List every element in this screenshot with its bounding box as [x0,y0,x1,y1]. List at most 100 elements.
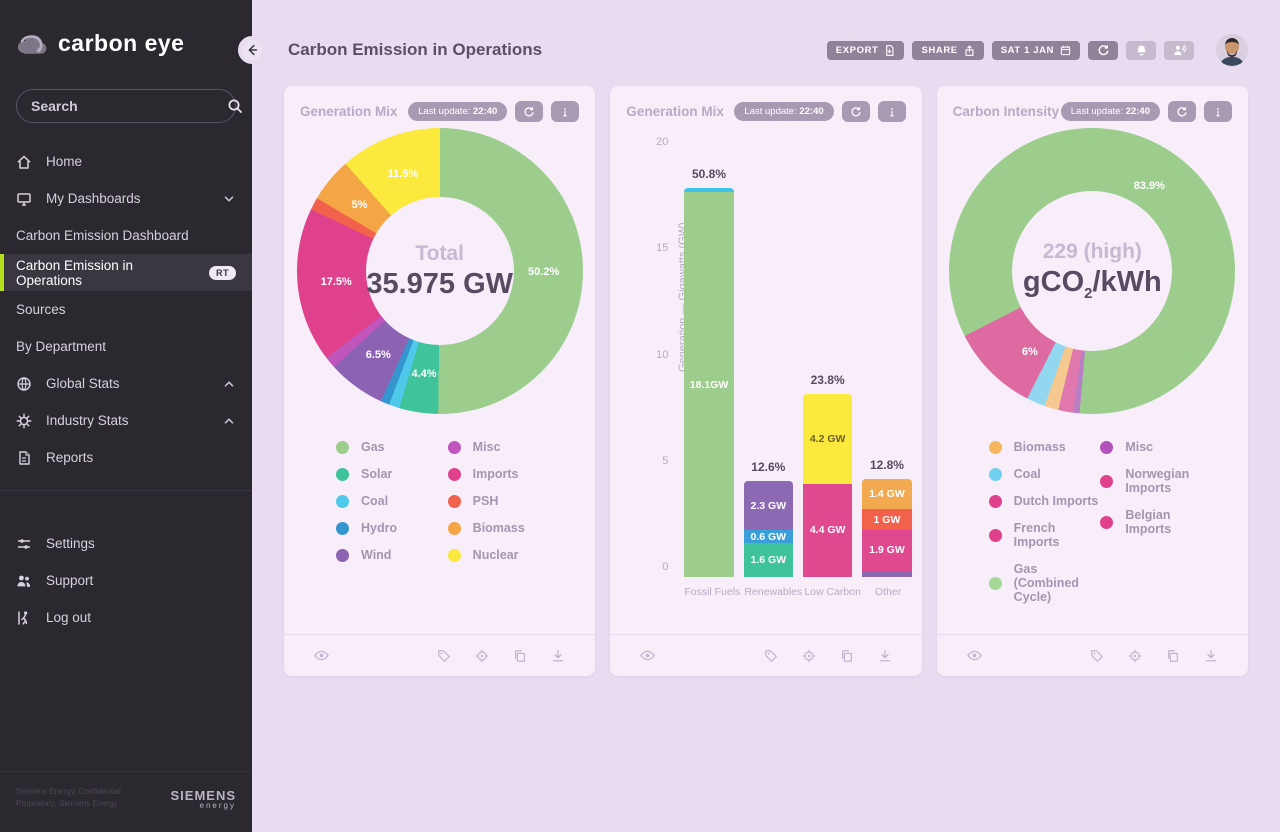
legend-item-hydro[interactable]: Hydro [336,521,448,535]
legend-item-wind[interactable]: Wind [336,548,448,562]
card-header: Generation Mix Last update: 22:40 [610,86,921,122]
legend-item-biomass[interactable]: Biomass [447,521,560,535]
legend-item-biomass[interactable]: Biomass [988,440,1101,454]
sidebar-item-label: Industry Stats [46,413,129,428]
target-icon[interactable] [802,649,816,663]
card-title: Carbon Intensity [952,104,1060,119]
bar-low-carbon[interactable]: 4.4 GW 4.2 GW 23.8% [802,142,853,577]
card-refresh-button[interactable] [841,101,870,122]
tag-icon[interactable] [1090,649,1104,663]
y-tick: 15 [656,242,669,255]
date-label: SAT 1 JAN [1000,44,1054,56]
monitor-icon [16,191,32,207]
legend-item-psh[interactable]: PSH [447,494,560,508]
legend-item-gas-combined-cycle[interactable]: Gas (Combined Cycle) [988,562,1101,604]
sidebar-collapse-button[interactable] [238,36,266,64]
card-title: Generation Mix [626,104,724,119]
bar-other[interactable]: 1.9 GW 1 GW 1.4 GW 12.8% [862,142,912,577]
bar-segment-wind: 2.3 GW [743,481,793,531]
sidebar-item-by-department[interactable]: By Department [0,328,252,365]
legend-item-nuclear[interactable]: Nuclear [447,548,560,562]
bar-renewables[interactable]: 1.6 GW 0.6 GW 2.3 GW 12.6% [743,142,793,577]
legend-label: Hydro [361,521,398,535]
copy-icon[interactable] [513,649,527,663]
legend-label: Biomass [1013,440,1066,454]
voice-assistant-button[interactable] [1164,40,1194,60]
legend-item-coal[interactable]: Coal [336,494,448,508]
notifications-button[interactable] [1126,40,1156,60]
bar-fossil-fuels[interactable]: 18.1GW 50.8% [684,142,734,577]
search-box[interactable] [16,89,242,123]
sidebar-item-my-dashboards[interactable]: My Dashboards [0,180,252,217]
share-button[interactable]: SHARE [912,40,984,60]
sidebar-item-settings[interactable]: Settings [0,525,252,562]
target-icon[interactable] [475,649,489,663]
legend-item-norwegian-imports[interactable]: Norwegian Imports [1100,467,1212,495]
eye-icon[interactable] [314,648,329,663]
sidebar-item-support[interactable]: Support [0,562,252,599]
sidebar-bottom-nav: Settings Support Log out [0,525,252,636]
sidebar-item-home[interactable]: Home [0,143,252,180]
user-sound-icon [1173,44,1186,57]
eye-icon[interactable] [640,648,656,663]
card-title: Generation Mix [300,104,398,119]
card-info-button[interactable] [1204,101,1232,122]
sidebar: carbon eye Home My Dashboards Carbon Emiss… [0,0,266,832]
legend-label: Misc [1125,440,1154,454]
eye-icon[interactable] [966,648,982,663]
copy-icon[interactable] [840,649,854,663]
x-tick-fossil-fuels: Fossil Fuels [684,586,741,598]
sidebar-item-global-stats[interactable]: Global Stats [0,365,252,402]
y-tick: 10 [656,348,669,361]
date-picker-button[interactable]: SAT 1 JAN [991,40,1080,60]
download-icon[interactable] [878,649,892,663]
refresh-button[interactable] [1088,40,1118,60]
card-footer [284,634,596,676]
legend-dot [1100,515,1114,529]
bar-percent-label: 23.8% [810,373,845,388]
legend-item-misc[interactable]: Misc [447,440,560,454]
slice-label-nuclear: 11.5% [387,167,419,180]
legend-label: Coal [1013,467,1041,481]
legend-item-misc[interactable]: Misc [1100,440,1212,454]
legend-dot [447,521,461,535]
tag-icon[interactable] [437,649,451,663]
slice-label-biomass: 5% [351,198,368,211]
card-refresh-button[interactable] [515,101,544,122]
sidebar-item-log-out[interactable]: Log out [0,599,252,636]
card-info-button[interactable] [877,101,906,122]
copy-icon[interactable] [1166,649,1180,663]
export-button[interactable]: EXPORT [826,40,905,60]
legend-item-french-imports[interactable]: French Imports [988,521,1101,549]
tag-icon[interactable] [764,649,778,663]
card-refresh-button[interactable] [1168,101,1196,122]
people-icon [16,573,32,589]
target-icon[interactable] [1128,649,1142,663]
avatar[interactable] [1216,34,1248,66]
legend-item-gas[interactable]: Gas [336,440,448,454]
legend-item-imports[interactable]: Imports [447,467,560,481]
globe-icon [16,376,32,392]
card-info-button[interactable] [551,101,580,122]
legend-column: Misc Imports PSH Biomass Nuclear [447,440,560,562]
download-icon[interactable] [551,649,565,663]
legend-item-belgian-imports[interactable]: Belgian Imports [1100,508,1212,536]
legend-item-coal[interactable]: Coal [988,467,1101,481]
chevron-down-icon [222,192,236,206]
sidebar-item-carbon-emission-dashboard[interactable]: Carbon Emission Dashboard [0,217,252,254]
slice-label-gas: 50.2% [528,265,560,278]
sidebar-item-carbon-emission-in-operations[interactable]: Carbon Emission in Operations RT [0,254,252,291]
donut-center-label: Total [415,241,464,265]
card-header: Carbon Intensity Last update: 22:40 [937,86,1248,122]
bar-segment-biomass: 1.4 GW [862,479,912,509]
topbar-actions: EXPORT SHARE SAT 1 JAN [826,34,1248,66]
bar-segment-nuclear: 4.2 GW [802,394,853,484]
sidebar-item-reports[interactable]: Reports [0,439,252,476]
search-input[interactable] [31,98,227,114]
legend-item-dutch-imports[interactable]: Dutch Imports [988,494,1101,508]
sidebar-item-sources[interactable]: Sources [0,291,252,328]
legend-item-solar[interactable]: Solar [336,467,448,481]
sidebar-item-industry-stats[interactable]: Industry Stats [0,402,252,439]
download-icon[interactable] [1204,649,1218,663]
donut-center-value: 35.975 GW [366,267,513,300]
